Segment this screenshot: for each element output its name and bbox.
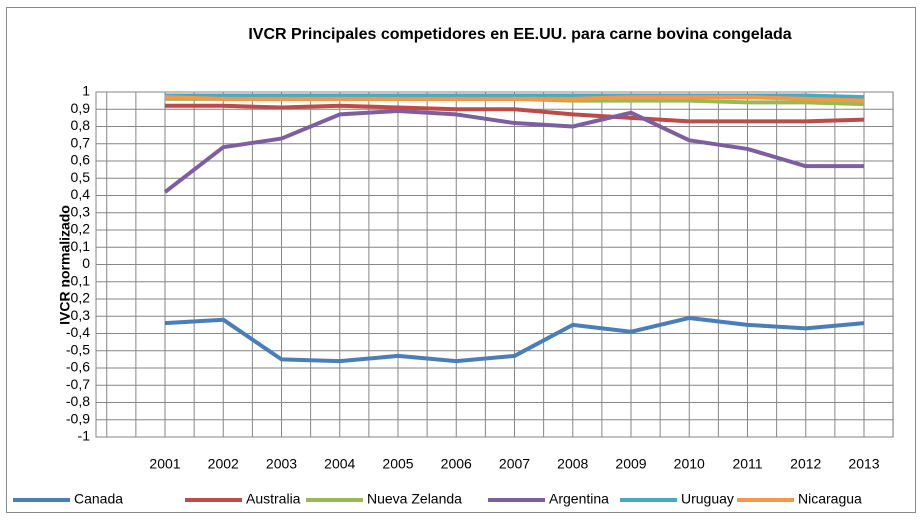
legend-label: Canada xyxy=(74,491,123,507)
y-tick-label: -1 xyxy=(78,428,91,444)
chart-title: IVCR Principales competidores en EE.UU. … xyxy=(248,26,791,43)
y-tick-label: 0,3 xyxy=(71,203,91,219)
y-tick-label: 0,6 xyxy=(71,152,91,168)
y-tick-label: 1 xyxy=(82,83,90,99)
y-tick-label: 0,5 xyxy=(71,169,91,185)
x-tick-label: 2002 xyxy=(208,456,239,472)
y-tick-label: -0,8 xyxy=(66,393,90,409)
y-tick-label: -0,6 xyxy=(66,359,90,375)
y-tick-label: 0,4 xyxy=(71,186,91,202)
legend-label: Nicaragua xyxy=(798,491,862,507)
series-line xyxy=(165,103,865,124)
y-tick-label: -0,7 xyxy=(66,376,90,392)
y-tick-label: -0,1 xyxy=(66,272,90,288)
y-tick-label: -0,4 xyxy=(66,324,90,340)
x-tick-label: 2011 xyxy=(732,456,762,472)
x-tick-label: 2005 xyxy=(382,456,413,472)
y-tick-label: -0,9 xyxy=(66,410,90,426)
x-tick-label: 2013 xyxy=(848,456,879,472)
legend-label: Nueva Zelanda xyxy=(367,491,462,507)
y-tick-label: -0,3 xyxy=(66,307,90,323)
y-tick-label: 0,8 xyxy=(71,117,91,133)
y-tick-label: -0,2 xyxy=(66,290,90,306)
x-tick-label: 2003 xyxy=(266,456,297,472)
y-tick-label: -0,5 xyxy=(66,341,90,357)
x-tick-label: 2004 xyxy=(324,456,355,472)
x-tick-label: 2007 xyxy=(499,456,530,472)
x-tick-label: 2009 xyxy=(615,456,646,472)
y-tick-label: 0,2 xyxy=(71,221,91,237)
x-tick-label: 2006 xyxy=(441,456,472,472)
y-tick-label: 0,7 xyxy=(71,134,91,150)
y-tick-label: 0 xyxy=(82,255,90,271)
series-line xyxy=(163,108,864,194)
plot-border xyxy=(95,91,894,438)
legend-label: Uruguay xyxy=(681,491,734,507)
x-tick-label: 2012 xyxy=(790,456,821,472)
y-axis-label: IVCR normalizado xyxy=(57,205,73,325)
y-tick-label: 0,9 xyxy=(71,100,91,116)
series-line xyxy=(164,95,865,103)
legend-label: Argentina xyxy=(549,491,609,507)
series-line xyxy=(164,315,865,364)
x-tick-label: 2001 xyxy=(149,456,180,472)
x-tick-label: 2010 xyxy=(674,456,705,472)
legend-label: Australia xyxy=(246,491,301,507)
x-tick-label: 2008 xyxy=(557,456,588,472)
y-tick-label: 0,1 xyxy=(71,238,91,254)
